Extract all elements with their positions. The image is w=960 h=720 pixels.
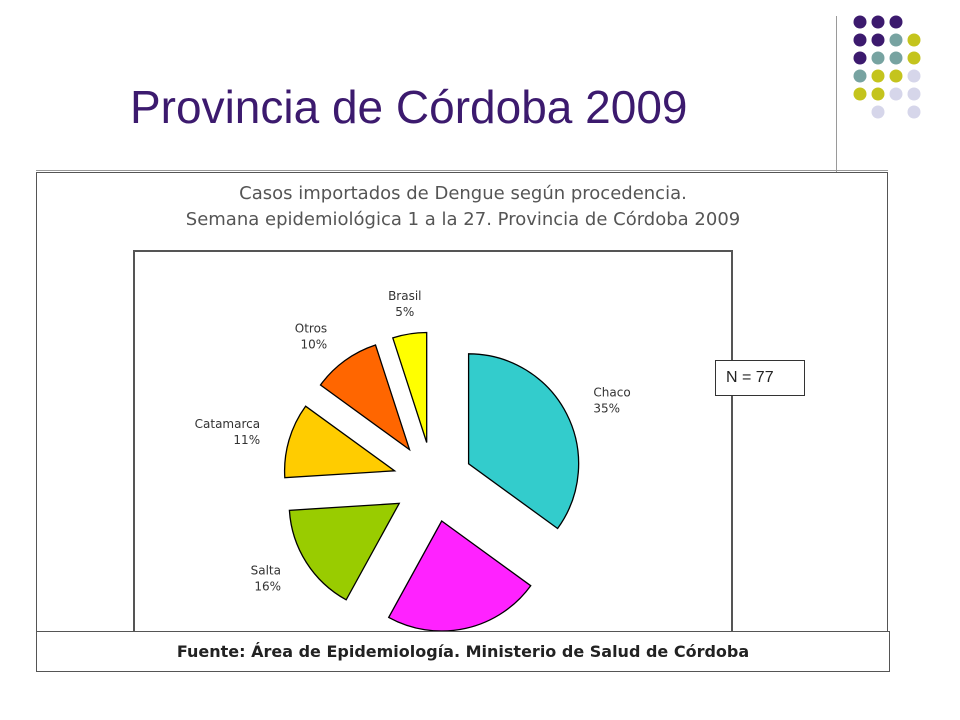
decorative-dot xyxy=(907,105,921,119)
title-divider-vertical xyxy=(836,16,837,172)
source-caption: Fuente: Área de Epidemiología. Ministeri… xyxy=(36,631,890,672)
pie-slice-catamarca xyxy=(283,405,397,479)
sample-size-box: N = 77 xyxy=(715,360,805,396)
chart-title-line-2: Semana epidemiológica 1 a la 27. Provinc… xyxy=(185,209,741,230)
plot-area: Chaco35%Bolivia23%Salta16%Catamarca11%Ot… xyxy=(133,250,805,652)
chart-title: Casos importados de Dengue según procede… xyxy=(37,181,889,233)
decorative-dot xyxy=(853,15,867,29)
slice-value-brasil: 5% xyxy=(395,305,414,319)
slide-title: Provincia de Córdoba 2009 xyxy=(130,81,688,133)
pie-slice-otros xyxy=(319,344,411,452)
decorative-dot-grid xyxy=(853,15,921,119)
decorative-dot xyxy=(889,51,903,65)
decorative-dot xyxy=(853,51,867,65)
decorative-dot xyxy=(871,33,885,47)
pie-chart: Chaco35%Bolivia23%Salta16%Catamarca11%Ot… xyxy=(195,289,631,652)
decorative-dot xyxy=(907,69,921,83)
title-divider-horizontal xyxy=(36,170,888,171)
slice-label-chaco: Chaco xyxy=(593,385,630,399)
decorative-dot xyxy=(907,51,921,65)
decorative-dot xyxy=(853,33,867,47)
decorative-dot xyxy=(889,69,903,83)
decorative-dot xyxy=(871,87,885,101)
decorative-dot xyxy=(889,33,903,47)
slice-label-salta: Salta xyxy=(251,563,281,577)
decorative-dot xyxy=(871,15,885,29)
slice-label-otros: Otros xyxy=(295,321,327,335)
decorative-dot xyxy=(871,105,885,119)
chart-title-line-1: Casos importados de Dengue según procede… xyxy=(239,183,687,204)
decorative-dot xyxy=(907,33,921,47)
slice-label-brasil: Brasil xyxy=(388,289,421,303)
decorative-dot xyxy=(853,69,867,83)
pie-slice-chaco xyxy=(467,353,580,530)
decorative-dot xyxy=(853,87,867,101)
decorative-dot xyxy=(889,87,903,101)
pie-slice-brasil xyxy=(391,331,428,443)
slice-value-otros: 10% xyxy=(301,337,328,351)
pie-slice-bolivia xyxy=(387,520,532,632)
slice-value-chaco: 35% xyxy=(593,401,620,415)
chart-frame: Casos importados de Dengue según procede… xyxy=(36,172,888,652)
slice-label-catamarca: Catamarca xyxy=(195,417,260,431)
decorative-dot xyxy=(907,87,921,101)
slice-value-catamarca: 11% xyxy=(233,433,260,447)
decorative-dot xyxy=(889,15,903,29)
decorative-dot xyxy=(871,69,885,83)
decorative-dot xyxy=(871,51,885,65)
slice-value-salta: 16% xyxy=(254,579,281,593)
pie-slice-salta xyxy=(288,502,401,601)
